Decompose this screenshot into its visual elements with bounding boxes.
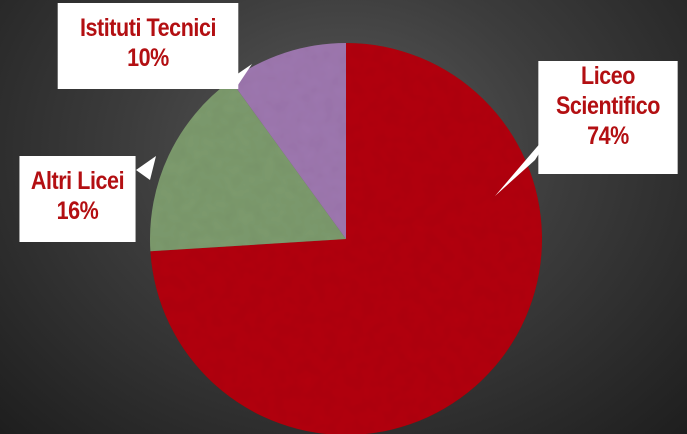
slice-category-label: Altri Licei: [30, 167, 125, 195]
slice-category-label: Liceo Scientifico: [555, 62, 660, 120]
pie-slice-altri-licei: [150, 80, 346, 252]
slice-percentage-label: 74%: [587, 122, 629, 150]
label-altri-licei: Altri Licei 16%: [19, 156, 136, 242]
pie-slice-liceo-scientifico: [150, 43, 542, 434]
slice-percentage-label: 10%: [127, 44, 169, 72]
label-istituti-tecnici: Istituti Tecnici 10%: [57, 3, 239, 89]
pie-slice-istituti-tecnici: [230, 43, 346, 239]
slice-category-label: Istituti Tecnici: [79, 14, 217, 42]
callout-pointer-altri-licei: [136, 156, 156, 180]
label-liceo-scientifico: Liceo Scientifico 74%: [538, 61, 678, 174]
slice-percentage-label: 16%: [56, 197, 99, 225]
